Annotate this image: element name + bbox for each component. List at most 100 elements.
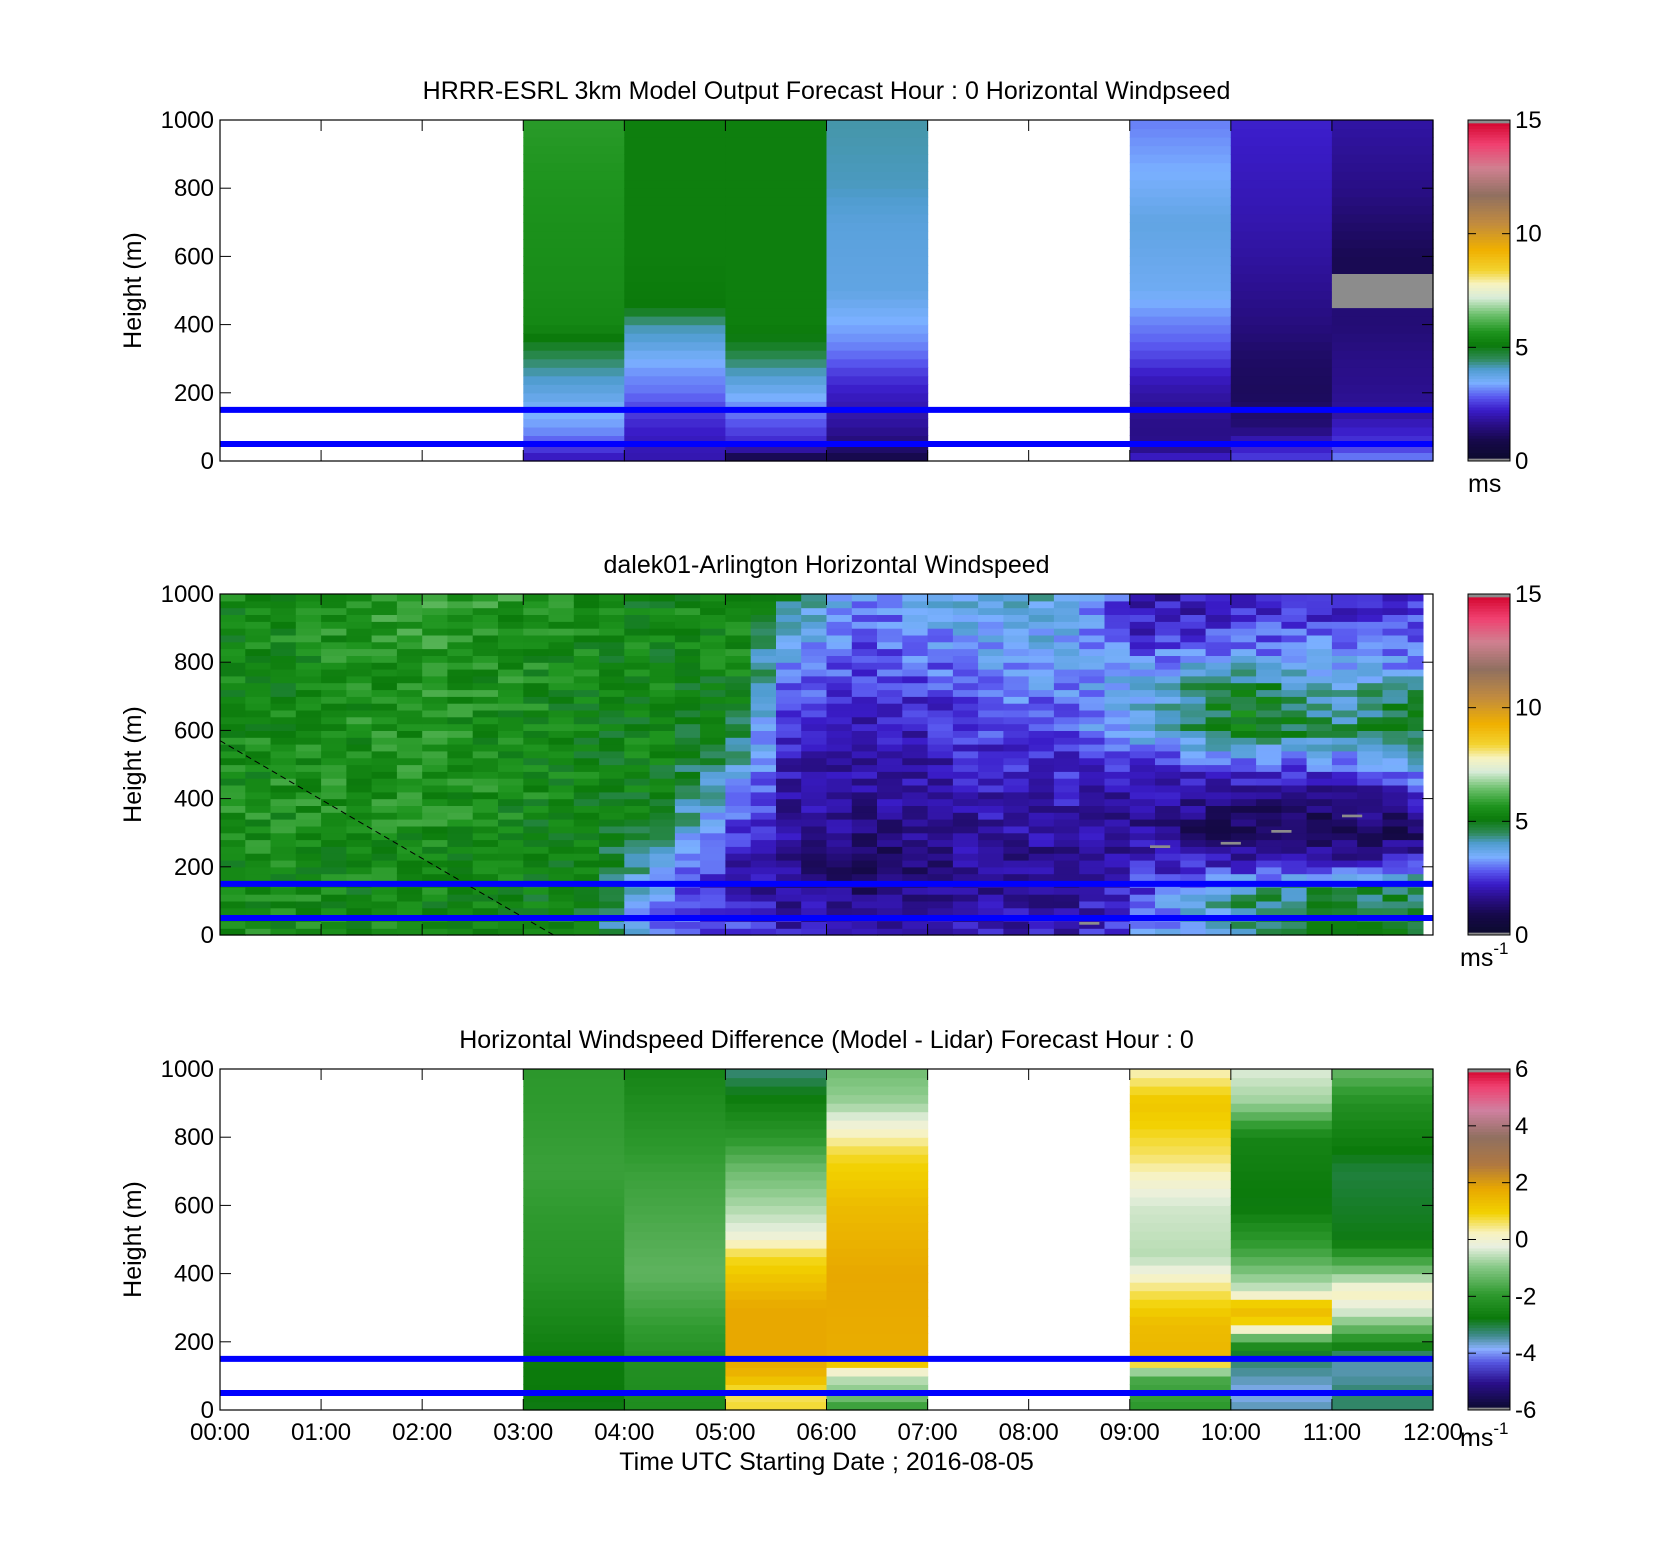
heatmap-cell: [1053, 696, 1080, 704]
heatmap-cell: [1407, 682, 1424, 691]
heatmap-cell: [573, 723, 600, 731]
heatmap-cell: [700, 716, 726, 725]
heatmap-cell: [245, 737, 272, 745]
heatmap-cell: [877, 873, 903, 881]
heatmap-cell: [523, 744, 550, 752]
heatmap-cell: [674, 737, 701, 745]
heatmap-cell: [1129, 594, 1156, 602]
heatmap-cell: [649, 778, 676, 786]
heatmap-cell: [447, 900, 474, 909]
heatmap-cell: [1053, 846, 1080, 854]
colorbar-swatch: [1468, 327, 1510, 331]
heatmap-cell: [725, 709, 752, 718]
heatmap-cell: [877, 866, 903, 875]
heatmap-cell: [1129, 1154, 1232, 1164]
heatmap-cell: [523, 1213, 625, 1223]
heatmap-cell: [295, 846, 322, 854]
heatmap-cell: [548, 662, 575, 670]
heatmap-cell: [1053, 887, 1080, 895]
heatmap-cell: [1306, 853, 1333, 861]
heatmap-cell: [1053, 607, 1080, 615]
heatmap-cell: [1230, 1111, 1333, 1121]
heatmap-cell: [700, 696, 726, 704]
heatmap-cell: [371, 839, 398, 847]
heatmap-cell: [674, 825, 701, 834]
heatmap-cell: [447, 730, 474, 738]
heatmap-cell: [523, 1401, 625, 1411]
heatmap-cell: [978, 764, 1004, 772]
heatmap-cell: [776, 744, 802, 752]
heatmap-cell: [371, 696, 398, 704]
heatmap-cell: [624, 648, 651, 656]
colorbar-swatch: [1468, 1168, 1510, 1172]
heatmap-cell: [826, 1111, 929, 1121]
y-tick-label: 1000: [161, 107, 214, 134]
heatmap-cell: [624, 791, 651, 800]
heatmap-cell: [624, 1154, 726, 1164]
heatmap-cell: [295, 860, 322, 868]
heatmap-cell: [1230, 1213, 1333, 1223]
heatmap-cell: [346, 832, 373, 841]
heatmap-cell: [750, 594, 777, 602]
heatmap-cell: [776, 853, 802, 861]
heatmap-cell: [1306, 791, 1333, 800]
heatmap-cell: [1079, 900, 1106, 909]
heatmap-cell: [523, 273, 625, 283]
colorbar-swatch: [1468, 1353, 1510, 1357]
heatmap-cell: [295, 696, 322, 704]
heatmap-cell: [1155, 703, 1181, 711]
heatmap-cell: [725, 1316, 828, 1326]
heatmap-cell: [674, 805, 701, 813]
heatmap-cell: [523, 928, 550, 936]
heatmap-cell: [220, 607, 246, 615]
heatmap-cell: [624, 1231, 726, 1241]
heatmap-cell: [1180, 860, 1207, 868]
heatmap-cell: [725, 798, 752, 806]
heatmap-cell: [952, 778, 979, 786]
heatmap-cell: [952, 907, 979, 916]
heatmap-cell: [371, 634, 398, 643]
heatmap-cell: [725, 418, 828, 428]
heatmap-cell: [826, 264, 929, 274]
heatmap-cell: [1256, 744, 1282, 752]
heatmap-cell: [573, 846, 600, 854]
heatmap-cell: [295, 825, 322, 834]
heatmap-cell: [1306, 648, 1333, 656]
heatmap-cell: [422, 757, 449, 766]
heatmap-cell: [826, 145, 929, 155]
heatmap-cell: [1357, 607, 1384, 615]
heatmap-cell: [624, 1358, 726, 1368]
heatmap-cell: [1205, 819, 1232, 827]
heatmap-cell: [851, 832, 878, 841]
heatmap-cell: [902, 785, 929, 793]
colorbar-swatch: [1468, 216, 1510, 220]
heatmap-cell: [1129, 1162, 1232, 1172]
heatmap-cell: [1230, 333, 1333, 343]
heatmap-cell: [1129, 860, 1156, 868]
heatmap-cell: [1407, 675, 1424, 684]
heatmap-cell: [396, 887, 423, 895]
heatmap-cell: [472, 669, 499, 677]
heatmap-cell: [1003, 907, 1030, 916]
heatmap-cell: [1281, 675, 1308, 684]
heatmap-cell: [952, 873, 979, 881]
heatmap-cell: [725, 128, 828, 138]
heatmap-cell: [1079, 737, 1106, 745]
heatmap-cell: [1180, 723, 1207, 731]
colorbar-swatch: [1468, 1350, 1510, 1354]
colorbar-swatch: [1468, 659, 1510, 663]
heatmap-cell: [927, 621, 954, 629]
heatmap-cell: [826, 1375, 929, 1385]
heatmap-cell: [1129, 662, 1156, 670]
colorbar-swatch: [1468, 798, 1510, 802]
heatmap-cell: [776, 785, 802, 793]
heatmap-cell: [776, 832, 802, 841]
heatmap-cell: [927, 614, 954, 622]
colorbar-swatch: [1468, 1321, 1510, 1326]
heatmap-cell: [1306, 607, 1333, 615]
heatmap-cell: [750, 825, 777, 834]
heatmap-cell: [700, 614, 726, 622]
heatmap-cell: [447, 757, 474, 766]
heatmap-cell: [927, 730, 954, 738]
heatmap-cell: [523, 894, 550, 902]
